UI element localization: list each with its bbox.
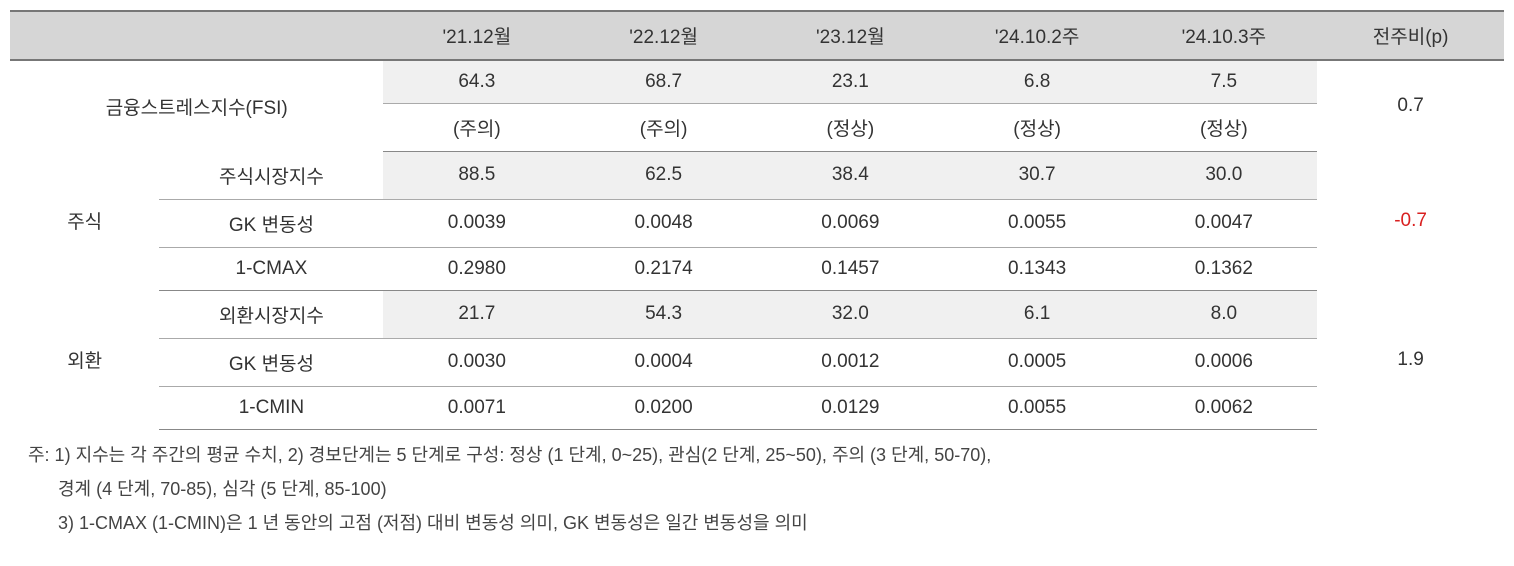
stock-change: -0.7 (1317, 152, 1504, 291)
fx-row2-label: GK 변동성 (159, 338, 383, 386)
fsi-c5: 7.5 (1130, 60, 1317, 104)
fx-index-row: 외환 외환시장지수 21.7 54.3 32.0 6.1 8.0 1.9 (10, 290, 1504, 338)
fsi-c4: 6.8 (944, 60, 1131, 104)
footnote-3: 3) 1-CMAX (1-CMIN)은 1 년 동안의 고점 (저점) 대비 변… (28, 506, 1486, 540)
fsi-label: 금융스트레스지수(FSI) (10, 60, 383, 152)
footnote-1: 주: 1) 지수는 각 주간의 평균 수치, 2) 경보단계는 5 단계로 구성… (28, 438, 1486, 472)
stock-gk-row: GK 변동성 0.0039 0.0048 0.0069 0.0055 0.004… (10, 199, 1504, 247)
fsi-change: 0.7 (1317, 60, 1504, 152)
stock-row1-c3: 38.4 (757, 152, 944, 200)
stock-cmax-row: 1-CMAX 0.2980 0.2174 0.1457 0.1343 0.136… (10, 247, 1504, 290)
fx-row2-c4: 0.0005 (944, 338, 1131, 386)
header-col4: '24.10.2주 (944, 11, 1131, 60)
fsi-status-c3: (정상) (757, 104, 944, 152)
footnotes: 주: 1) 지수는 각 주간의 평균 수치, 2) 경보단계는 5 단계로 구성… (10, 430, 1504, 541)
fsi-table: '21.12월 '22.12월 '23.12월 '24.10.2주 '24.10… (10, 10, 1504, 430)
fx-row1-c4: 6.1 (944, 290, 1131, 338)
fx-row1-c2: 54.3 (570, 290, 757, 338)
stock-row2-c3: 0.0069 (757, 199, 944, 247)
stock-row1-c2: 62.5 (570, 152, 757, 200)
fsi-status-c4: (정상) (944, 104, 1131, 152)
stock-row1-c1: 88.5 (383, 152, 570, 200)
header-col5: '24.10.3주 (1130, 11, 1317, 60)
footnote-2: 경계 (4 단계, 70-85), 심각 (5 단계, 85-100) (28, 472, 1486, 506)
stock-row3-c5: 0.1362 (1130, 247, 1317, 290)
fsi-status-c1: (주의) (383, 104, 570, 152)
stock-row2-c2: 0.0048 (570, 199, 757, 247)
fx-row3-label: 1-CMIN (159, 386, 383, 429)
fx-group-label: 외환 (10, 290, 159, 429)
fsi-status-c5: (정상) (1130, 104, 1317, 152)
stock-row3-c4: 0.1343 (944, 247, 1131, 290)
fx-row3-c5: 0.0062 (1130, 386, 1317, 429)
header-change: 전주비(p) (1317, 11, 1504, 60)
fx-change: 1.9 (1317, 290, 1504, 429)
stock-row2-c4: 0.0055 (944, 199, 1131, 247)
fx-row1-c5: 8.0 (1130, 290, 1317, 338)
stock-row3-label: 1-CMAX (159, 247, 383, 290)
fx-row2-c5: 0.0006 (1130, 338, 1317, 386)
fx-row3-c1: 0.0071 (383, 386, 570, 429)
fsi-c2: 68.7 (570, 60, 757, 104)
fx-row3-c2: 0.0200 (570, 386, 757, 429)
fsi-c1: 64.3 (383, 60, 570, 104)
stock-row3-c1: 0.2980 (383, 247, 570, 290)
fx-row1-c3: 32.0 (757, 290, 944, 338)
header-col2: '22.12월 (570, 11, 757, 60)
fx-gk-row: GK 변동성 0.0030 0.0004 0.0012 0.0005 0.000… (10, 338, 1504, 386)
stock-row2-c1: 0.0039 (383, 199, 570, 247)
fsi-c3: 23.1 (757, 60, 944, 104)
fx-row2-c3: 0.0012 (757, 338, 944, 386)
stock-row1-c4: 30.7 (944, 152, 1131, 200)
header-row: '21.12월 '22.12월 '23.12월 '24.10.2주 '24.10… (10, 11, 1504, 60)
stock-row3-c3: 0.1457 (757, 247, 944, 290)
stock-group-label: 주식 (10, 152, 159, 291)
fx-row3-c3: 0.0129 (757, 386, 944, 429)
stock-row1-label: 주식시장지수 (159, 152, 383, 200)
fx-row2-c2: 0.0004 (570, 338, 757, 386)
stock-row1-c5: 30.0 (1130, 152, 1317, 200)
stock-row2-label: GK 변동성 (159, 199, 383, 247)
fx-row1-label: 외환시장지수 (159, 290, 383, 338)
header-col3: '23.12월 (757, 11, 944, 60)
fsi-status-c2: (주의) (570, 104, 757, 152)
fx-cmin-row: 1-CMIN 0.0071 0.0200 0.0129 0.0055 0.006… (10, 386, 1504, 429)
stock-index-row: 주식 주식시장지수 88.5 62.5 38.4 30.7 30.0 -0.7 (10, 152, 1504, 200)
stock-row3-c2: 0.2174 (570, 247, 757, 290)
stock-row2-c5: 0.0047 (1130, 199, 1317, 247)
fsi-value-row: 금융스트레스지수(FSI) 64.3 68.7 23.1 6.8 7.5 0.7 (10, 60, 1504, 104)
fx-row2-c1: 0.0030 (383, 338, 570, 386)
fx-row3-c4: 0.0055 (944, 386, 1131, 429)
fx-row1-c1: 21.7 (383, 290, 570, 338)
header-col1: '21.12월 (383, 11, 570, 60)
header-blank (10, 11, 383, 60)
